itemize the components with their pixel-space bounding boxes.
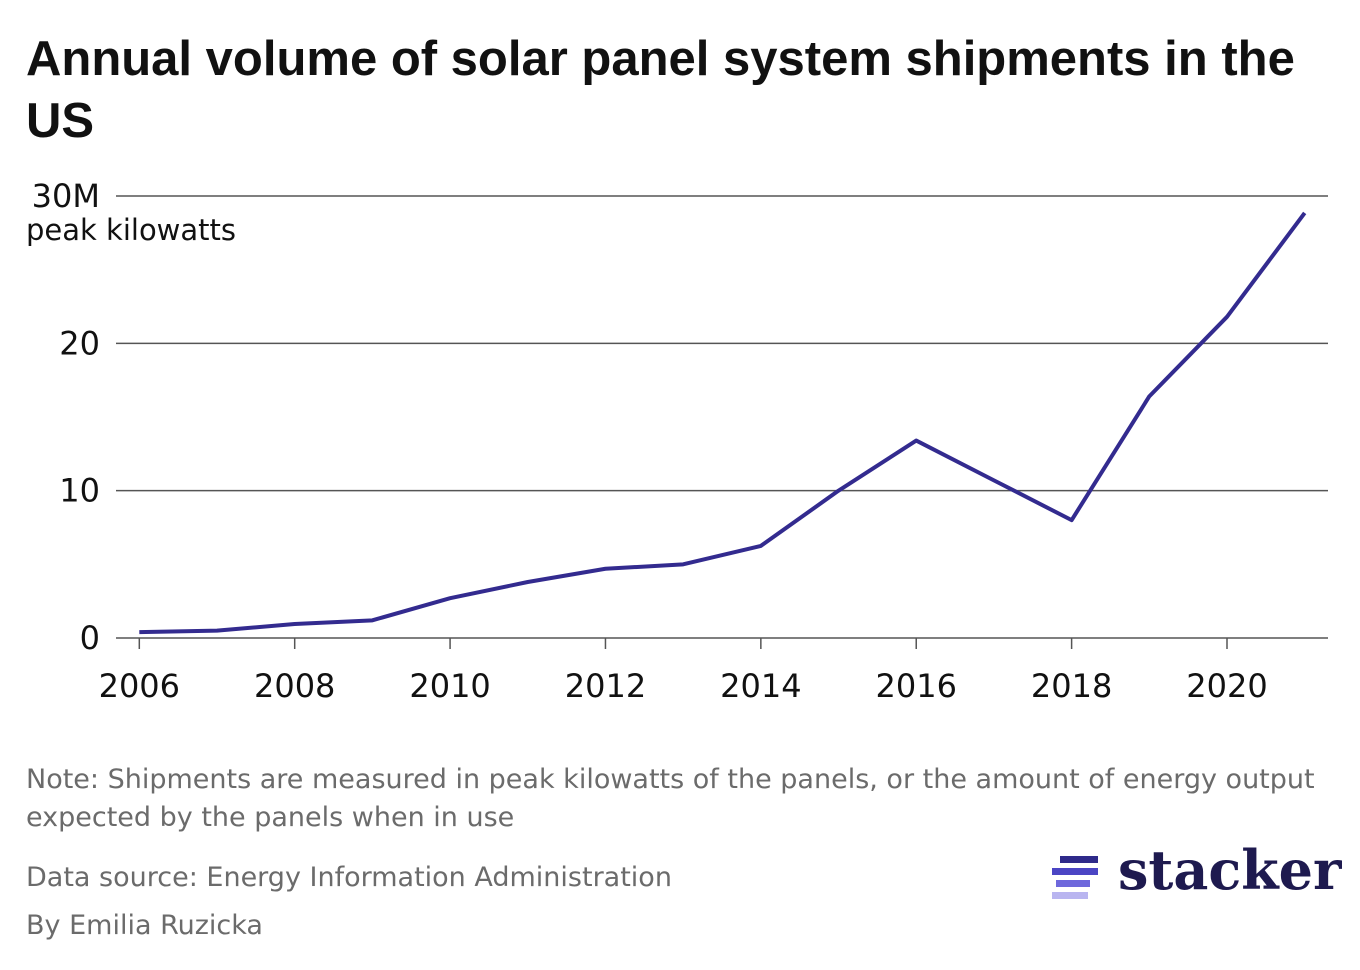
x-tick-label: 2008 (254, 667, 335, 705)
x-tick-label: 2018 (1031, 667, 1112, 705)
logo-text: stacker (1118, 838, 1342, 902)
logo-icon (1052, 856, 1098, 899)
y-axis-label: peak kilowatts (26, 213, 236, 247)
logo-bar (1056, 880, 1090, 887)
byline: By Emilia Ruzicka (26, 910, 263, 941)
x-tick-label: 2010 (409, 667, 490, 705)
x-tick-label: 2012 (565, 667, 646, 705)
note: Note: Shipments are measured in peak kil… (26, 764, 1315, 833)
x-tick-label: 2014 (720, 667, 801, 705)
source: Data source: Energy Information Administ… (26, 862, 672, 893)
x-tick-label: 2020 (1186, 667, 1267, 705)
logo-bar (1052, 892, 1088, 899)
logo-bar (1052, 868, 1098, 875)
y-tick-label: 30M (32, 177, 100, 215)
y-tick-label: 0 (80, 619, 100, 657)
y-tick-label: 10 (59, 472, 100, 510)
y-tick-label: 20 (59, 324, 100, 362)
logo-bar (1060, 856, 1098, 863)
x-tick-label: 2006 (99, 667, 180, 705)
data-line (139, 211, 1307, 635)
x-tick-label: 2016 (876, 667, 957, 705)
chart-title: Annual volume of solar panel system ship… (26, 32, 1295, 148)
